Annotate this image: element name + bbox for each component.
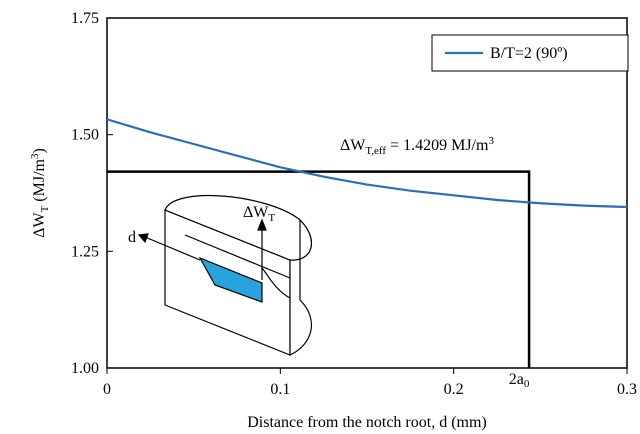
inset-arrowhead-d: [137, 233, 149, 244]
plot-frame: [106, 17, 628, 369]
y-label-end: ): [31, 148, 48, 153]
inset-patch: [198, 256, 263, 303]
x-tick-label: 0.2: [444, 381, 464, 398]
y-tick-label: 1.50: [71, 127, 99, 144]
inset-d-label: d: [128, 229, 136, 246]
y-tick-label: 1.25: [71, 243, 99, 260]
y-tick-label: 1.00: [71, 360, 99, 377]
inset-arrowhead-w: [257, 218, 267, 231]
inset-side: [289, 218, 312, 356]
legend-box: [431, 34, 629, 72]
inset-diagram: [137, 194, 312, 356]
y-axis-label: ΔWT (MJ/m3): [29, 148, 51, 238]
eff-x-sub: 0: [524, 378, 530, 390]
inset-groove: [184, 234, 291, 279]
x-tick-label: 0: [103, 381, 111, 398]
inset-w-main: ΔW: [243, 204, 269, 221]
effective-line: [107, 170, 531, 368]
inset-notch: [261, 267, 291, 299]
eff-rest: = 1.4209 MJ/m: [386, 137, 489, 154]
legend-label: B/T=2 (90º): [490, 45, 568, 62]
y-label-rest: (MJ/m: [31, 158, 48, 205]
eff-main: ΔW: [340, 137, 366, 154]
y-label-sub: T: [39, 205, 51, 212]
x-tick-label: 0.1: [270, 381, 290, 398]
y-label-main: ΔW: [31, 212, 48, 238]
eff-sup: 3: [488, 135, 494, 147]
y-tick-label: 1.75: [71, 10, 99, 27]
effective-label: ΔWT,eff = 1.4209 MJ/m3: [340, 135, 494, 157]
y-label-sup: 3: [29, 153, 41, 159]
x-axis-label: Distance from the notch root, d (mm): [247, 414, 487, 431]
eff-sub: T,eff: [365, 145, 386, 157]
data-line: [106, 118, 628, 209]
effective-x-label: 2a0: [509, 371, 530, 390]
inset-w-sub: T: [268, 212, 275, 224]
eff-x-main: 2a: [509, 371, 524, 388]
inset-arrow-d: [144, 236, 201, 261]
x-tick-label: 0.3: [617, 381, 637, 398]
inset-w-label: ΔWT: [243, 204, 275, 224]
